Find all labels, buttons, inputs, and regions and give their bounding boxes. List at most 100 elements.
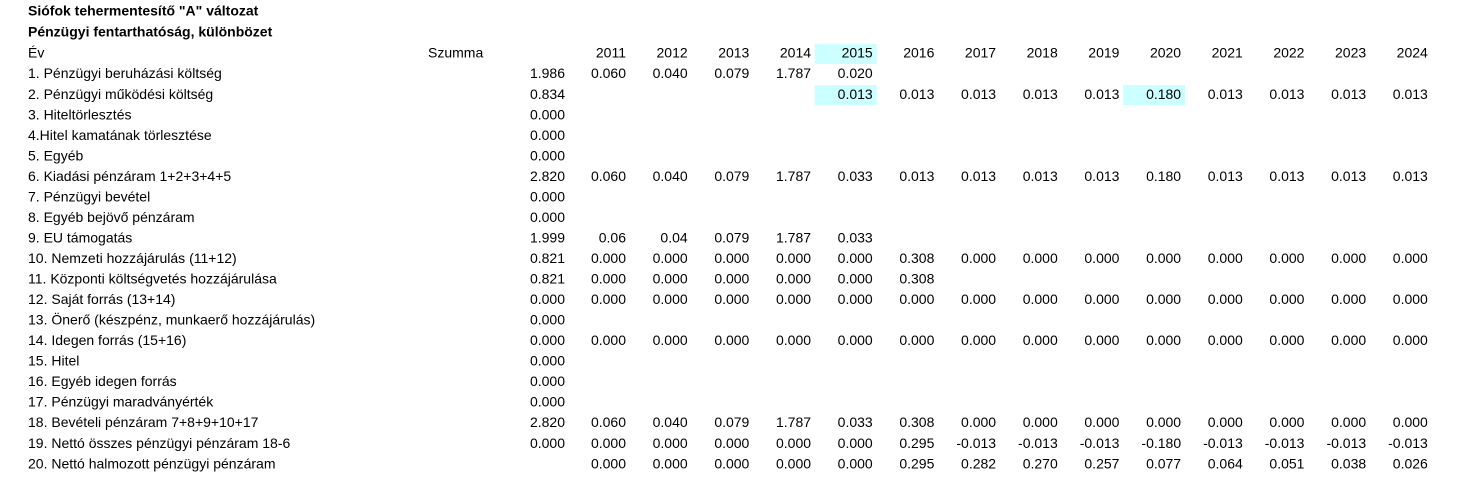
cell: 0.000: [961, 291, 996, 307]
cell: 0.000: [838, 332, 873, 348]
row-label: 19. Nettó összes pénzügyi pénzáram 18-6: [28, 435, 290, 451]
cell: 0.000: [714, 291, 749, 307]
cell: 0.000: [1393, 291, 1428, 307]
cell: 0.077: [1146, 455, 1181, 471]
cell: 0.000: [1208, 250, 1243, 266]
cell: 0.013: [1208, 168, 1243, 184]
cell: 0.000: [1084, 332, 1119, 348]
cell: 0.000: [1084, 291, 1119, 307]
cell: 0.000: [776, 332, 811, 348]
cell: 0.013: [1269, 168, 1304, 184]
row-label: 11. Központi költségvetés hozzájárulása: [28, 271, 277, 287]
cell: 0.000: [1331, 414, 1366, 430]
cell: 0.013: [1393, 86, 1428, 102]
cell: 0.295: [899, 455, 934, 471]
cell: 0.000: [653, 332, 688, 348]
cell: 0.079: [714, 229, 749, 245]
cell: 0.000: [591, 332, 626, 348]
cell: 0.000: [1269, 332, 1304, 348]
row-label: 13. Önerő (készpénz, munkaerő hozzájárul…: [28, 311, 315, 328]
cell: 0.013: [1023, 86, 1058, 102]
summa-cell: 0.000: [530, 106, 565, 122]
year-header: 2017: [965, 45, 996, 61]
cell: 0.013: [1023, 168, 1058, 184]
year-header: 2018: [1027, 45, 1058, 61]
cell: 0.033: [838, 229, 873, 245]
cell: 0.040: [653, 414, 688, 430]
cell: 0.079: [714, 414, 749, 430]
cell: 0.000: [1208, 291, 1243, 307]
cell: 0.308: [899, 271, 934, 287]
cell: 0.033: [838, 168, 873, 184]
cell: 0.013: [1269, 86, 1304, 102]
cell: 0.000: [838, 250, 873, 266]
cell: 0.000: [591, 250, 626, 266]
cell: 0.060: [591, 414, 626, 430]
year-header: 2012: [657, 45, 688, 61]
row-label: 12. Saját forrás (13+14): [28, 291, 175, 307]
cell: 0.000: [838, 291, 873, 307]
cell: -0.013: [1326, 435, 1366, 451]
cell: 0.020: [838, 65, 873, 81]
subtitle: Pénzügyi fentarthatóság, különbözet: [28, 24, 273, 40]
year-header: 2022: [1273, 45, 1304, 61]
cell: -0.180: [1141, 435, 1181, 451]
cell: 0.013: [961, 86, 996, 102]
cell: 0.079: [714, 65, 749, 81]
cell: 0.000: [1023, 250, 1058, 266]
cell: 0.000: [1331, 250, 1366, 266]
cell: 0.000: [776, 435, 811, 451]
summa-cell: 0.821: [530, 271, 565, 287]
cell: 0.000: [714, 455, 749, 471]
cell: 0.000: [714, 271, 749, 287]
cell: 0.040: [653, 65, 688, 81]
cell: 0.000: [776, 455, 811, 471]
cell: -0.013: [956, 435, 996, 451]
cell: 0.000: [838, 271, 873, 287]
summa-cell: 0.000: [530, 394, 565, 410]
row-label: 6. Kiadási pénzáram 1+2+3+4+5: [28, 168, 231, 184]
cell: 0.000: [653, 271, 688, 287]
row-label: 17. Pénzügyi maradványérték: [28, 394, 214, 410]
cell: 0.180: [1146, 86, 1181, 102]
cell: 0.308: [899, 250, 934, 266]
row-label: 18. Bevételi pénzáram 7+8+9+10+17: [28, 414, 259, 430]
year-header: 2014: [780, 45, 811, 61]
cell: 0.040: [653, 168, 688, 184]
summa-cell: 1.986: [530, 65, 565, 81]
cell: 0.013: [1331, 168, 1366, 184]
cell: 0.000: [591, 271, 626, 287]
cell: 0.013: [899, 168, 934, 184]
cell: 0.000: [1208, 332, 1243, 348]
cell: 0.000: [776, 250, 811, 266]
cell: 0.000: [591, 455, 626, 471]
summa-cell: 0.000: [530, 209, 565, 225]
cell: 0.257: [1084, 455, 1119, 471]
cell: 1.787: [776, 65, 811, 81]
cell: 0.000: [1146, 414, 1181, 430]
cell: 0.000: [1208, 414, 1243, 430]
cell: 0.000: [1146, 332, 1181, 348]
cell: 0.000: [1269, 414, 1304, 430]
cell: 0.000: [776, 291, 811, 307]
cell: 0.000: [961, 414, 996, 430]
cell: 0.000: [776, 271, 811, 287]
row-label: 9. EU támogatás: [28, 229, 132, 245]
cell: 0.282: [961, 455, 996, 471]
row-label: 7. Pénzügyi bevétel: [28, 188, 150, 204]
cell: 0.000: [961, 250, 996, 266]
highlight: [814, 85, 877, 106]
cell: 0.000: [1269, 291, 1304, 307]
row-label: 3. Hiteltörlesztés: [28, 106, 131, 122]
cell: 0.000: [899, 291, 934, 307]
year-header: 2023: [1335, 45, 1366, 61]
cell: 0.033: [838, 414, 873, 430]
year-header: 2016: [903, 45, 934, 61]
cell: 0.000: [1023, 291, 1058, 307]
cell: 0.000: [653, 455, 688, 471]
cell: 0.308: [899, 414, 934, 430]
cell: 0.000: [838, 455, 873, 471]
highlight: [814, 44, 877, 64]
cell: 1.787: [776, 229, 811, 245]
row-label: 15. Hitel: [28, 353, 79, 369]
